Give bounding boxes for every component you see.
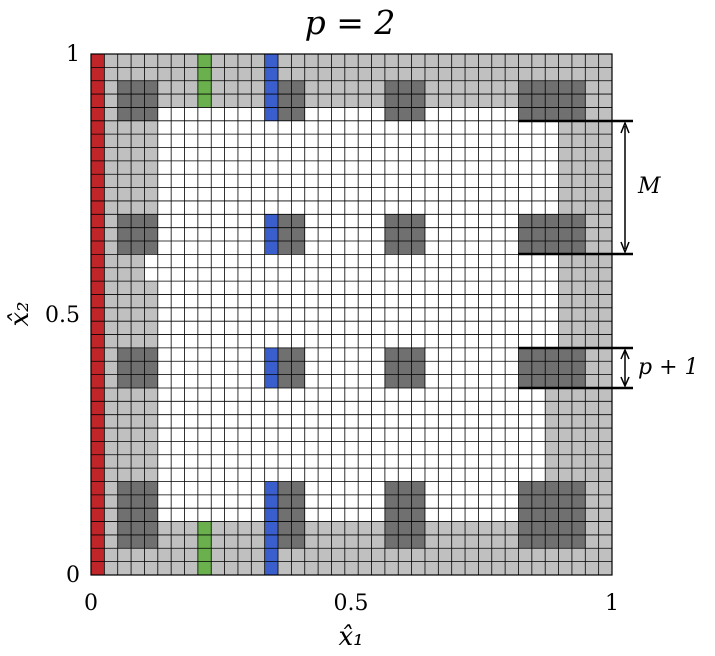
x-tick-0-5: 0.5 (334, 591, 369, 616)
dark-block-2-2 (384, 347, 425, 388)
dark-block-2-0 (384, 80, 425, 121)
m-arrowhead-down (620, 241, 630, 255)
dark-block-3-3 (518, 481, 586, 549)
x-axis-label: x̂₁ (338, 622, 363, 652)
mesh-grid-lines (90, 53, 613, 576)
blue-segment-bottom (264, 481, 279, 575)
p1-annotation (518, 346, 633, 390)
y-tick-1: 1 (66, 42, 80, 67)
p1-label: p + 1 (638, 355, 699, 380)
dark-block-0-1 (117, 214, 158, 255)
x-tick-0: 0 (84, 591, 98, 616)
y-axis-label: x̂₂ (5, 301, 35, 326)
m-annotation (518, 119, 633, 256)
dark-block-2-1 (384, 214, 425, 255)
m-label: M (637, 174, 661, 199)
y-tick-0-5: 0.5 (45, 303, 80, 328)
figure-title: p = 2 (305, 3, 396, 42)
x-tick-1: 1 (605, 591, 619, 616)
plot-frame (90, 53, 613, 576)
dark-block-0-2 (117, 347, 158, 388)
m-arrowhead-up (620, 120, 630, 134)
blue-segment-lower-middle (264, 347, 279, 388)
dark-block-2-3 (384, 481, 425, 549)
y-tick-0: 0 (66, 563, 80, 588)
dark-block-0-3 (117, 481, 158, 549)
p1-arrowhead-down (620, 376, 630, 388)
red-boundary-column (91, 54, 105, 575)
mesh-cells (91, 54, 612, 575)
dark-block-0-0 (117, 80, 158, 121)
blue-segment-upper-middle (264, 214, 279, 255)
dark-block-3-2 (518, 347, 586, 388)
dark-block-3-1 (518, 214, 586, 255)
dark-block-3-0 (518, 80, 586, 121)
p1-arrowhead-up (620, 348, 630, 360)
blue-segment-top (264, 54, 279, 121)
light-region-left-step-upper (144, 54, 158, 228)
